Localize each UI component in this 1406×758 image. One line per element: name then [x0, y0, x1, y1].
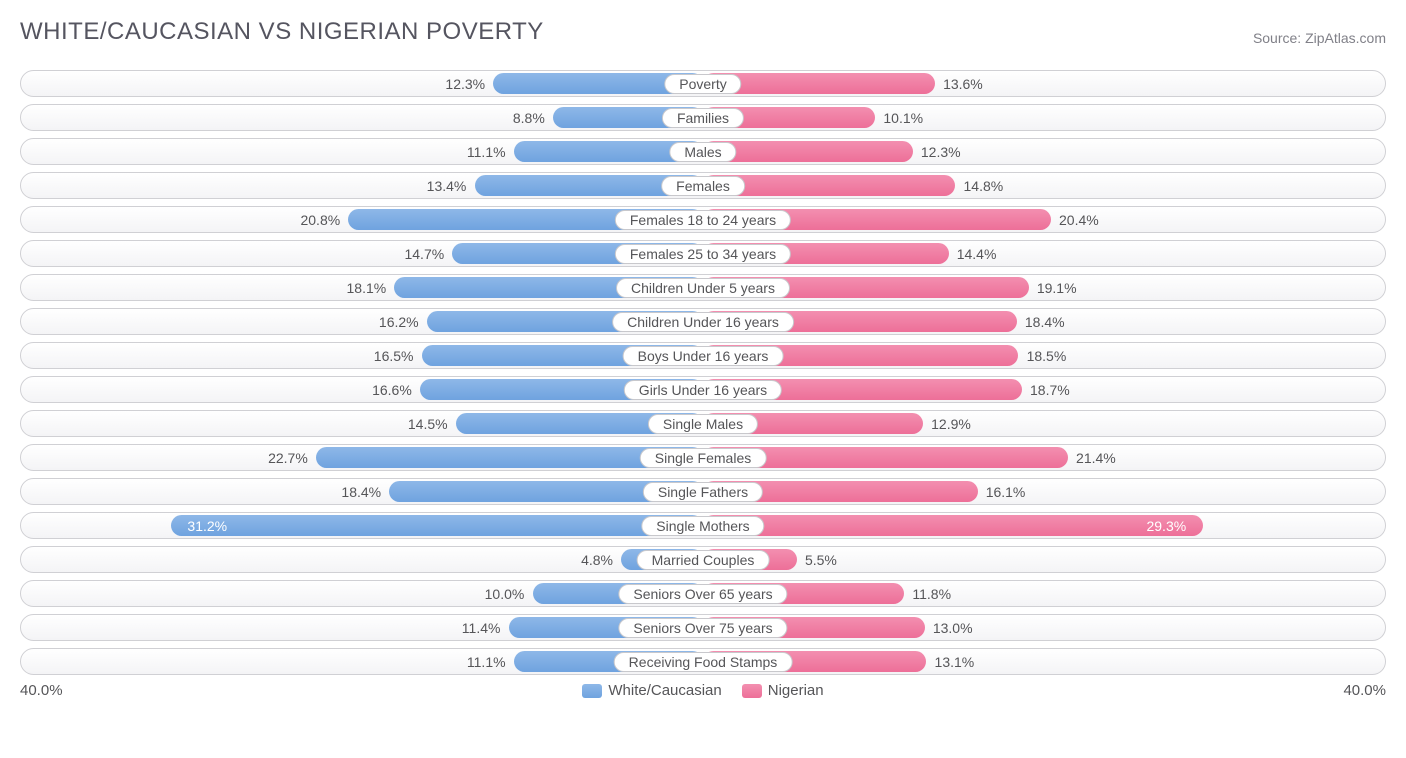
legend-swatch-right — [742, 684, 762, 698]
value-right: 21.4% — [1076, 450, 1116, 466]
category-label: Single Mothers — [641, 516, 764, 536]
value-right: 13.0% — [933, 620, 973, 636]
value-right: 29.3% — [1146, 518, 1186, 534]
category-label: Females 25 to 34 years — [615, 244, 791, 264]
value-right: 11.8% — [912, 586, 951, 602]
value-right: 12.3% — [921, 144, 961, 160]
category-label: Receiving Food Stamps — [614, 652, 793, 672]
bar-row: Single Males 14.5% 12.9% — [20, 410, 1386, 437]
bar-row: Poverty 12.3% 13.6% — [20, 70, 1386, 97]
category-label: Single Fathers — [643, 482, 763, 502]
value-left: 18.4% — [341, 484, 381, 500]
value-left: 10.0% — [485, 586, 525, 602]
value-left: 8.8% — [513, 110, 545, 126]
value-right: 13.6% — [943, 76, 983, 92]
legend-item-right: Nigerian — [742, 682, 824, 699]
value-right: 10.1% — [883, 110, 923, 126]
bar-row: Females 13.4% 14.8% — [20, 172, 1386, 199]
value-right: 18.5% — [1027, 348, 1067, 364]
category-label: Families — [662, 108, 744, 128]
value-left: 4.8% — [581, 552, 613, 568]
bar-row: Females 18 to 24 years 20.8% 20.4% — [20, 206, 1386, 233]
bar-row: Girls Under 16 years 16.6% 18.7% — [20, 376, 1386, 403]
bar-row: Children Under 5 years 18.1% 19.1% — [20, 274, 1386, 301]
bar-row: Seniors Over 75 years 11.4% 13.0% — [20, 614, 1386, 641]
bar-row: Families 8.8% 10.1% — [20, 104, 1386, 131]
bar-row: Single Fathers 18.4% 16.1% — [20, 478, 1386, 505]
diverging-bar-chart: Poverty 12.3% 13.6% Families 8.8% 10.1% Males 1… — [20, 70, 1386, 675]
category-label: Boys Under 16 years — [623, 346, 784, 366]
category-label: Single Females — [640, 448, 767, 468]
category-label: Married Couples — [637, 550, 770, 570]
value-left: 11.1% — [467, 654, 506, 670]
value-left: 20.8% — [300, 212, 340, 228]
value-left: 12.3% — [445, 76, 485, 92]
bar-row: Children Under 16 years 16.2% 18.4% — [20, 308, 1386, 335]
bar-row: Seniors Over 65 years 10.0% 11.8% — [20, 580, 1386, 607]
bar-row: Receiving Food Stamps 11.1% 13.1% — [20, 648, 1386, 675]
value-left: 18.1% — [347, 280, 387, 296]
legend: White/Caucasian Nigerian — [63, 682, 1344, 699]
category-label: Children Under 16 years — [612, 312, 794, 332]
value-left: 13.4% — [427, 178, 467, 194]
value-left: 11.4% — [462, 620, 501, 636]
chart-header: WHITE/CAUCASIAN VS NIGERIAN POVERTY Sour… — [20, 18, 1386, 46]
value-left: 16.6% — [372, 382, 412, 398]
value-right: 12.9% — [931, 416, 971, 432]
bar-row: Females 25 to 34 years 14.7% 14.4% — [20, 240, 1386, 267]
value-right: 18.4% — [1025, 314, 1065, 330]
value-left: 16.2% — [379, 314, 419, 330]
value-left: 14.7% — [404, 246, 444, 262]
bar-row: Single Mothers 31.2% 29.3% — [20, 512, 1386, 539]
category-label: Males — [669, 142, 736, 162]
value-left: 11.1% — [467, 144, 506, 160]
value-left: 31.2% — [187, 518, 227, 534]
category-label: Females — [661, 176, 745, 196]
value-right: 19.1% — [1037, 280, 1077, 296]
value-right: 14.4% — [957, 246, 997, 262]
legend-swatch-left — [582, 684, 602, 698]
value-right: 16.1% — [986, 484, 1026, 500]
value-left: 14.5% — [408, 416, 448, 432]
category-label: Poverty — [664, 74, 741, 94]
value-right: 13.1% — [935, 654, 975, 670]
legend-item-left: White/Caucasian — [582, 682, 721, 699]
bar-row: Boys Under 16 years 16.5% 18.5% — [20, 342, 1386, 369]
bar-row: Married Couples 4.8% 5.5% — [20, 546, 1386, 573]
category-label: Girls Under 16 years — [624, 380, 782, 400]
chart-title: WHITE/CAUCASIAN VS NIGERIAN POVERTY — [20, 18, 544, 46]
legend-label-right: Nigerian — [768, 682, 824, 699]
legend-label-left: White/Caucasian — [608, 682, 721, 699]
axis-max-left: 40.0% — [20, 682, 63, 699]
chart-footer: 40.0% White/Caucasian Nigerian 40.0% — [20, 682, 1386, 699]
category-label: Children Under 5 years — [616, 278, 790, 298]
value-left: 16.5% — [374, 348, 414, 364]
category-label: Females 18 to 24 years — [615, 210, 791, 230]
value-right: 5.5% — [805, 552, 837, 568]
value-right: 18.7% — [1030, 382, 1070, 398]
value-left: 22.7% — [268, 450, 308, 466]
value-right: 20.4% — [1059, 212, 1099, 228]
axis-max-right: 40.0% — [1343, 682, 1386, 699]
category-label: Seniors Over 75 years — [618, 618, 787, 638]
category-label: Seniors Over 65 years — [618, 584, 787, 604]
bar-right — [703, 515, 1203, 536]
bar-row: Single Females 22.7% 21.4% — [20, 444, 1386, 471]
bar-left — [171, 515, 703, 536]
bar-row: Males 11.1% 12.3% — [20, 138, 1386, 165]
category-label: Single Males — [648, 414, 758, 434]
value-right: 14.8% — [964, 178, 1004, 194]
chart-source: Source: ZipAtlas.com — [1253, 30, 1386, 46]
